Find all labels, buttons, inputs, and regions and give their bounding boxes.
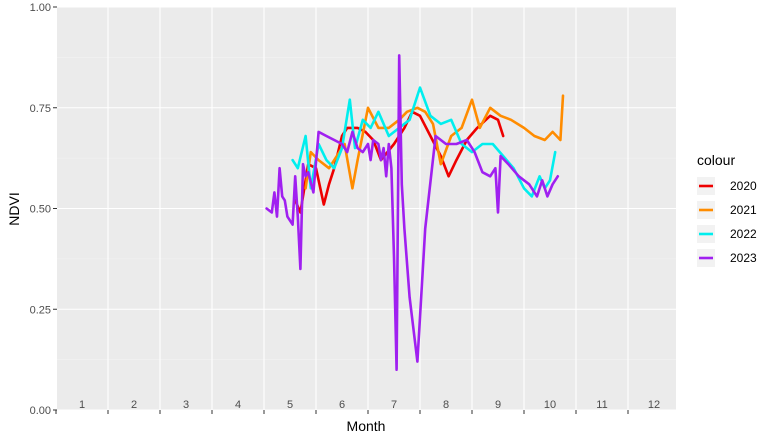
legend-label-2022: 2022: [730, 227, 757, 241]
legend-title: colour: [697, 152, 735, 168]
legend-label-2021: 2021: [730, 203, 757, 217]
x-axis: 1 2 3 4 5 6 7 8 9 10 11 12: [55, 399, 660, 414]
x-tick-label: 7: [391, 399, 397, 411]
y-tick-label: 0.00: [30, 405, 51, 417]
grid-lines: [57, 6, 676, 411]
legend: colour 2020 2021 2022 2023: [697, 152, 757, 267]
x-tick-label: 6: [339, 399, 345, 411]
x-tick-label: 10: [544, 399, 556, 411]
x-tick-label: 11: [596, 399, 607, 411]
series-lines: [265, 54, 565, 372]
y-tick-label: 0.25: [30, 304, 51, 316]
legend-label-2020: 2020: [730, 179, 757, 193]
legend-label-2023: 2023: [730, 251, 757, 265]
y-axis: 0.00 0.25 0.50 0.75 1.00: [30, 2, 57, 417]
x-tick-label: 1: [79, 399, 85, 411]
x-axis-title: Month: [347, 418, 386, 434]
x-tick-label: 4: [235, 399, 241, 411]
x-tick-label: 5: [287, 399, 293, 411]
series-line-2022: [291, 86, 557, 198]
x-tick-label: 3: [183, 399, 189, 411]
x-tick-label: 9: [495, 399, 501, 411]
y-tick-label: 0.75: [30, 103, 51, 115]
x-tick-label: 8: [443, 399, 449, 411]
y-axis-title: NDVI: [6, 192, 22, 225]
series-line-2023: [265, 54, 560, 372]
y-tick-label: 1.00: [30, 2, 51, 14]
y-tick-label: 0.50: [30, 204, 51, 216]
x-tick-label: 12: [648, 399, 660, 411]
x-tick-label: 2: [131, 399, 137, 411]
